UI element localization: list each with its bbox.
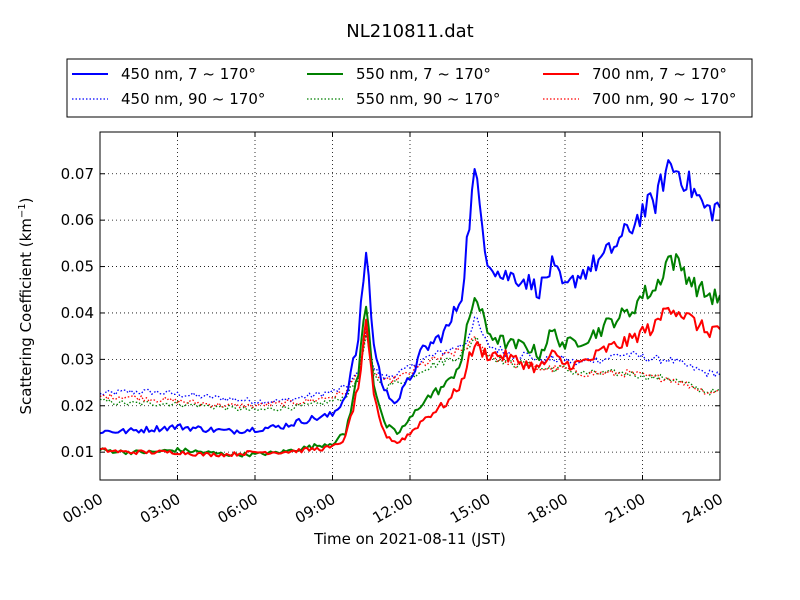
series-line: [100, 159, 720, 435]
y-tick-label: 0.06: [61, 211, 94, 229]
x-tick-label: 18:00: [525, 490, 571, 527]
legend: 450 nm, 7 ~ 170° 450 nm, 90 ~ 170° 550 nm,…: [66, 58, 753, 118]
legend-label: 550 nm, 7 ~ 170°: [356, 65, 491, 83]
y-axis-label-main: Scattering Coefficient (km: [17, 218, 35, 414]
y-axis-ticks: 0.01 0.02 0.03 0.04 0.05 0.06 0.07: [61, 165, 720, 461]
legend-label: 700 nm, 7 ~ 170°: [592, 65, 727, 83]
legend-label: 700 nm, 90 ~ 170°: [592, 90, 736, 108]
y-tick-label: 0.01: [61, 443, 94, 461]
y-tick-label: 0.05: [61, 258, 94, 276]
x-tick-label: 15:00: [447, 490, 493, 527]
y-axis-label-close: ): [17, 197, 35, 203]
chart-title: NL210811.dat: [346, 21, 473, 42]
legend-frame: [66, 58, 753, 118]
series-line: [100, 330, 720, 409]
x-tick-label: 06:00: [215, 490, 261, 527]
x-tick-label: 24:00: [680, 490, 726, 527]
y-tick-label: 0.04: [61, 304, 94, 322]
y-tick-label: 0.03: [61, 350, 94, 368]
y-axis-label: Scattering Coefficient (km−1): [17, 197, 35, 414]
y-tick-label: 0.02: [61, 397, 94, 415]
x-tick-label: 21:00: [602, 490, 648, 527]
series-line: [100, 316, 720, 405]
x-tick-label: 09:00: [292, 490, 338, 527]
x-tick-label: 03:00: [137, 490, 183, 527]
plot-area: 00:00 03:00 06:00 09:00 12:00 15:00 18:00 21:00…: [60, 131, 726, 527]
legend-label: 450 nm, 90 ~ 170°: [121, 90, 265, 108]
x-axis-label: Time on 2021-08-11 (JST): [313, 530, 506, 548]
series-line: [100, 306, 720, 458]
y-axis-label-exponent: −1: [17, 203, 28, 218]
x-axis-ticks: 00:00 03:00 06:00 09:00 12:00 15:00 18:00 21:00…: [60, 132, 726, 527]
legend-label: 450 nm, 7 ~ 170°: [121, 65, 256, 83]
legend-label: 550 nm, 90 ~ 170°: [356, 90, 500, 108]
grid-lines: [100, 132, 720, 480]
x-tick-label: 12:00: [370, 490, 416, 527]
series-layer: [100, 159, 720, 458]
y-tick-label: 0.07: [61, 165, 94, 183]
series-line: [100, 253, 720, 458]
x-tick-label: 00:00: [60, 490, 106, 527]
